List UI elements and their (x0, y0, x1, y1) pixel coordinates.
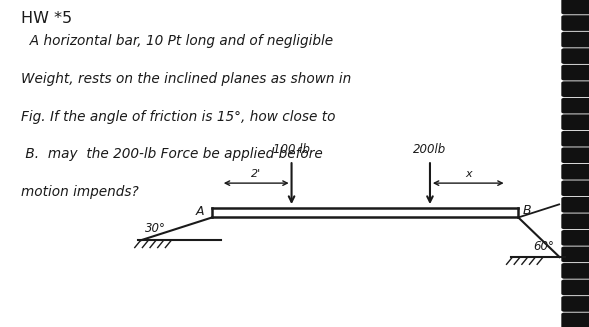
FancyBboxPatch shape (561, 164, 589, 180)
FancyBboxPatch shape (561, 263, 589, 279)
Text: x: x (465, 169, 472, 179)
Text: Fig. If the angle of friction is 15°, how close to: Fig. If the angle of friction is 15°, ho… (21, 110, 335, 124)
FancyBboxPatch shape (561, 313, 589, 327)
Text: 30°: 30° (145, 222, 166, 235)
FancyBboxPatch shape (561, 32, 589, 47)
FancyBboxPatch shape (561, 247, 589, 262)
Text: Weight, rests on the inclined planes as shown in: Weight, rests on the inclined planes as … (21, 72, 351, 86)
FancyBboxPatch shape (561, 48, 589, 64)
FancyBboxPatch shape (561, 0, 589, 14)
FancyBboxPatch shape (561, 214, 589, 229)
FancyBboxPatch shape (561, 230, 589, 246)
FancyBboxPatch shape (561, 181, 589, 196)
FancyBboxPatch shape (561, 81, 589, 97)
Text: 200lb: 200lb (413, 143, 446, 156)
FancyBboxPatch shape (561, 98, 589, 113)
Text: 60°: 60° (533, 240, 554, 253)
Text: A: A (196, 205, 204, 218)
FancyBboxPatch shape (561, 280, 589, 295)
FancyBboxPatch shape (561, 131, 589, 146)
Text: HW *5: HW *5 (21, 11, 72, 26)
FancyBboxPatch shape (561, 147, 589, 163)
FancyBboxPatch shape (561, 114, 589, 130)
FancyBboxPatch shape (561, 15, 589, 31)
Text: B: B (522, 203, 531, 216)
FancyBboxPatch shape (561, 65, 589, 80)
Text: 100 lb: 100 lb (273, 143, 310, 156)
Text: motion impends?: motion impends? (21, 185, 138, 199)
Text: A horizontal bar, 10 Pt long and of negligible: A horizontal bar, 10 Pt long and of negl… (21, 34, 333, 48)
Text: B.  may  the 200-lb Force be applied before: B. may the 200-lb Force be applied befor… (21, 147, 322, 161)
Text: 2': 2' (251, 169, 262, 179)
FancyBboxPatch shape (561, 197, 589, 213)
FancyBboxPatch shape (561, 296, 589, 312)
